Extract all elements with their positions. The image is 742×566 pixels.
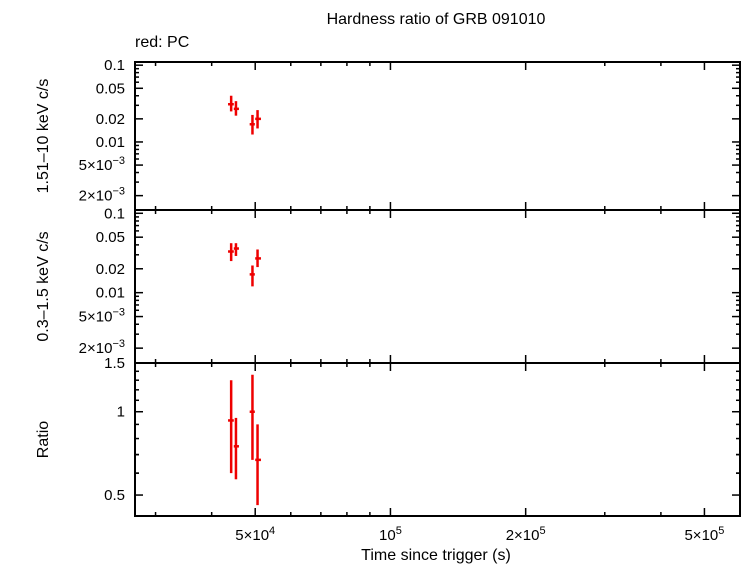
- panel-soft-frame: [134, 209, 741, 364]
- x-tick-label: 105: [379, 525, 402, 544]
- y-tick-label: 0.05: [96, 80, 125, 97]
- y-tick-label: 0.1: [104, 205, 125, 222]
- panel-hard-frame: [134, 61, 741, 211]
- y-axis-label-ratio: Ratio: [35, 421, 52, 458]
- data-point: [228, 380, 234, 474]
- data-point: [228, 95, 234, 112]
- x-tick-label: 5×104: [235, 525, 275, 544]
- x-tick-label: 2×105: [506, 525, 546, 544]
- panel-ratio-frame: [134, 362, 741, 517]
- chart-title: Hardness ratio of GRB 091010: [327, 11, 546, 28]
- data-point: [249, 374, 255, 460]
- data-point: [249, 265, 255, 287]
- data-point: [233, 101, 239, 116]
- y-tick-label: 2×10−3: [79, 186, 125, 205]
- data-point: [233, 243, 239, 256]
- x-axis-label: Time since trigger (s): [361, 547, 511, 564]
- panel-hard: 0.1 0.05 0.02 0.01 5×10−3 2×10−3 1.51–10 keV c…: [35, 57, 741, 211]
- y-tick-label: 5×10−3: [79, 155, 125, 174]
- y-tick-label: 0.01: [96, 134, 125, 151]
- y-tick-label: 5×10−3: [79, 307, 125, 326]
- data-point: [255, 424, 261, 506]
- y-tick-label: 0.01: [96, 285, 125, 302]
- y-tick-label: 0.02: [96, 261, 125, 278]
- data-point: [255, 249, 261, 268]
- data-point: [249, 114, 255, 135]
- y-tick-label: 0.1: [104, 57, 125, 74]
- y-axis-label-hard: 1.51–10 keV c/s: [35, 79, 52, 194]
- y-tick-label: 0.05: [96, 229, 125, 246]
- data-point: [228, 243, 234, 262]
- legend-note: red: PC: [135, 34, 189, 51]
- y-tick-label: 1: [117, 404, 125, 421]
- data-point: [233, 417, 239, 480]
- y-tick-label: 2×10−3: [79, 338, 125, 357]
- plot-layer: 0.1 0.05 0.02 0.01 5×10−3 2×10−3 1.51–10 keV c…: [35, 57, 741, 544]
- y-tick-label: 0.02: [96, 111, 125, 128]
- x-tick-label: 5×105: [684, 525, 724, 544]
- panel-soft: 0.1 0.05 0.02 0.01 5×10−3 2×10−3 0.3–1.5 keV c…: [35, 205, 741, 364]
- y-tick-label: 0.5: [104, 487, 125, 504]
- y-axis-label-soft: 0.3–1.5 keV c/s: [35, 231, 52, 341]
- panel-ratio: 1.5 1 0.5 Ratio: [35, 355, 741, 517]
- data-point: [255, 110, 261, 129]
- y-tick-label: 1.5: [104, 355, 125, 372]
